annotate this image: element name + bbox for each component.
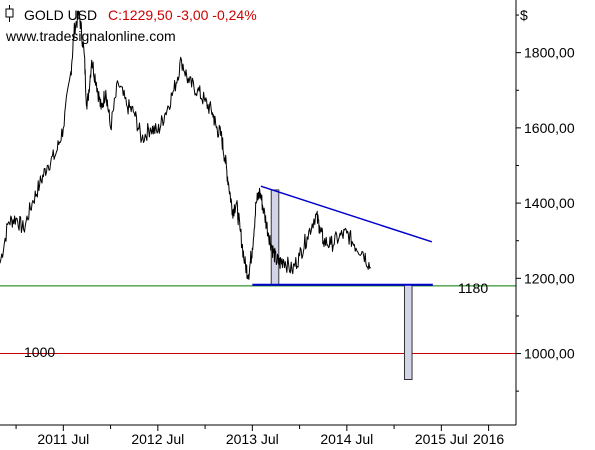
y-tick-label: 1400,00 bbox=[524, 195, 575, 211]
support-level-label: 1180 bbox=[458, 280, 488, 296]
y-tick-label: 1200,00 bbox=[524, 270, 575, 286]
plot-area bbox=[0, 10, 516, 380]
x-tick-label: 2014 Jul bbox=[320, 431, 373, 447]
measurement-box-1 bbox=[270, 189, 280, 286]
y-tick-labels: 1000,00 1200,00 1400,00 1600,00 1800,00 bbox=[516, 14, 575, 392]
target-level-label: 1000 bbox=[24, 344, 55, 360]
x-tick-label: 2013 Jul bbox=[226, 431, 279, 447]
quote-label: C:1229,50 -3,00 -0,24% bbox=[108, 7, 257, 23]
y-axis: $ 1000,00 1200,00 1400,00 1600,00 1800,00 bbox=[515, 0, 575, 425]
x-axis: 2011 Jul 2012 Jul 2013 Jul 2014 Jul 2015 Jul… bbox=[0, 424, 516, 447]
x-tick-label: 2012 Jul bbox=[131, 431, 184, 447]
x-tick-label: 2016 bbox=[473, 431, 504, 447]
currency-label: $ bbox=[520, 7, 528, 23]
line-labels: 1180 1000 bbox=[24, 280, 488, 360]
chart-symbol-icon bbox=[5, 5, 14, 22]
measurement-box-2 bbox=[403, 284, 413, 380]
website-label: www.tradesignalonline.com bbox=[5, 28, 176, 44]
x-tick-labels: 2011 Jul 2012 Jul 2013 Jul 2014 Jul 2015 Jul… bbox=[15, 425, 504, 447]
y-tick-label: 1600,00 bbox=[524, 120, 575, 136]
downward-trendline bbox=[260, 185, 433, 243]
y-tick-label: 1000,00 bbox=[524, 346, 575, 362]
x-tick-label: 2011 Jul bbox=[37, 431, 89, 447]
price-series-line bbox=[0, 10, 371, 280]
x-tick-label: 2015 Jul bbox=[415, 431, 468, 447]
symbol-label: GOLD USD bbox=[24, 7, 97, 23]
y-tick-label: 1800,00 bbox=[524, 45, 575, 61]
header: GOLD USD C:1229,50 -3,00 -0,24% www.trad… bbox=[5, 5, 257, 44]
horizontal-lines bbox=[0, 285, 516, 355]
